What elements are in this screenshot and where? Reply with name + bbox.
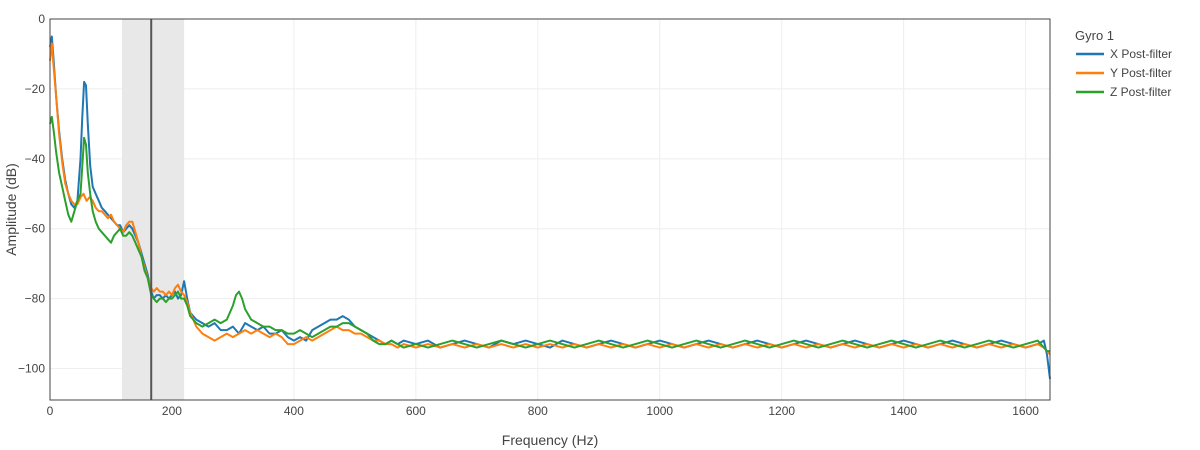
x-tick-label: 0	[47, 404, 54, 418]
series-line-2[interactable]	[49, 42, 1051, 356]
legend-label: X Post-filter	[1110, 47, 1172, 61]
x-axis-title: Frequency (Hz)	[502, 432, 598, 448]
legend[interactable]: Gyro 1 X Post-filter Y Post-filter Z Post-…	[1075, 28, 1172, 99]
x-axis-ticks: 0 200 400 600 800 1000 1200 1400 1600	[47, 404, 1040, 418]
x-tick-label: 800	[528, 404, 548, 418]
x-tick-label: 1200	[768, 404, 795, 418]
highlight-band	[121, 19, 185, 400]
x-tick-label: 200	[162, 404, 182, 418]
x-tick-label: 400	[284, 404, 304, 418]
legend-item[interactable]: Y Post-filter	[1076, 66, 1172, 80]
y-tick-label: −20	[25, 82, 46, 96]
legend-label: Y Post-filter	[1110, 66, 1172, 80]
y-tick-label: 0	[38, 12, 45, 26]
y-axis-ticks: 0 −20 −40 −60 −80 −100	[18, 12, 45, 376]
x-tick-label: 1400	[890, 404, 917, 418]
legend-title: Gyro 1	[1075, 28, 1114, 43]
highlight-band-layer	[121, 19, 185, 400]
y-tick-label: −60	[25, 222, 46, 236]
legend-label: Z Post-filter	[1110, 85, 1171, 99]
series-layer	[49, 35, 1051, 380]
y-tick-label: −40	[25, 152, 46, 166]
legend-item[interactable]: Z Post-filter	[1076, 85, 1171, 99]
x-tick-label: 1000	[646, 404, 673, 418]
y-axis-title: Amplitude (dB)	[3, 163, 19, 256]
x-tick-label: 1600	[1012, 404, 1039, 418]
plot-frame	[49, 18, 1051, 401]
y-tick-label: −80	[25, 292, 46, 306]
legend-item[interactable]: X Post-filter	[1076, 47, 1172, 61]
y-tick-label: −100	[18, 362, 45, 376]
series-line-3[interactable]	[49, 115, 1050, 353]
x-tick-label: 600	[406, 404, 426, 418]
